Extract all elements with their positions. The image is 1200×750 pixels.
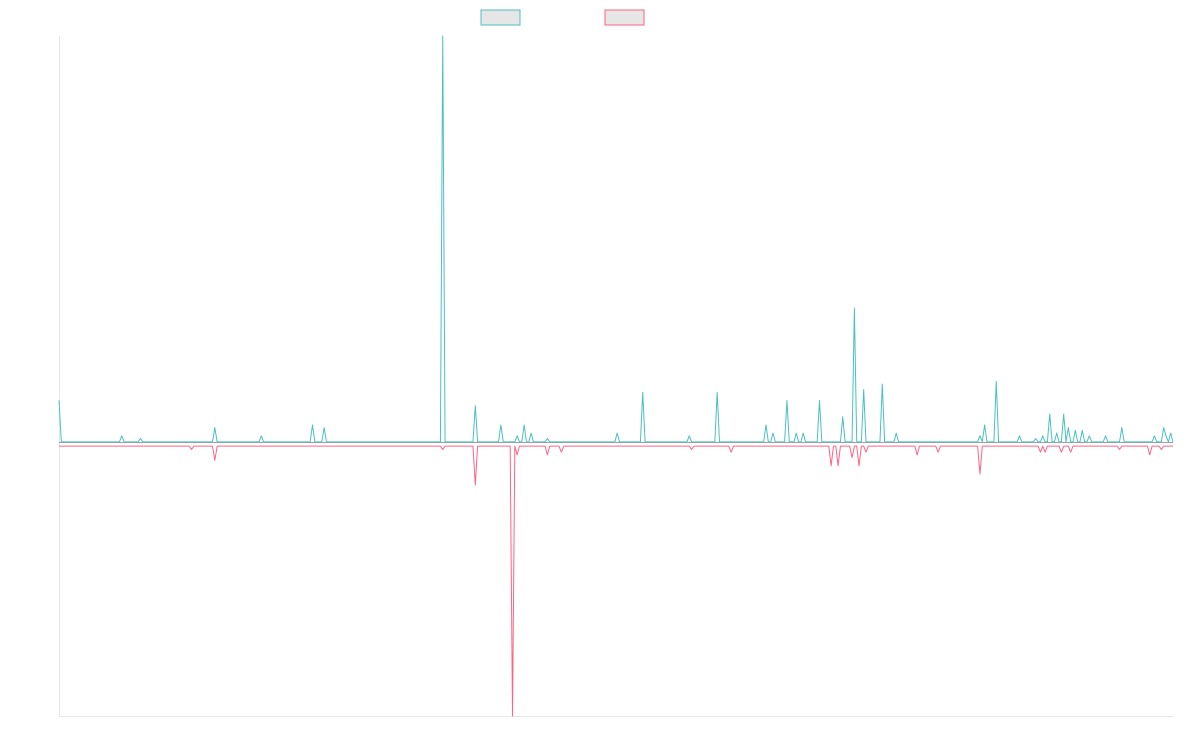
legend-swatch-series-1 (480, 9, 521, 26)
series-2-line (59, 445, 1173, 717)
legend-item-series-2[interactable] (604, 9, 645, 26)
legend (480, 9, 645, 26)
legend-item-series-1[interactable] (480, 9, 521, 26)
series-1-line (58, 35, 1174, 443)
legend-swatch-series-2 (604, 9, 645, 26)
series-layer (58, 35, 1174, 717)
